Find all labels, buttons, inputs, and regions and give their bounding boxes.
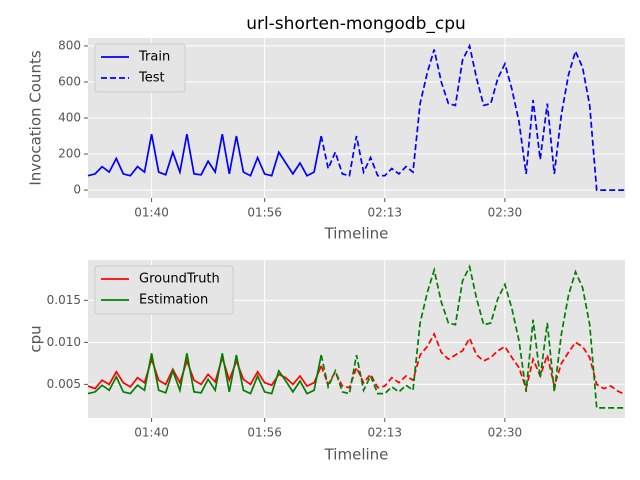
legend-box [94, 265, 234, 315]
series-line [320, 264, 625, 409]
legend-label: Train [138, 50, 170, 65]
x-tick-label: 02:13 [367, 206, 402, 220]
x-tick-label: 02:30 [488, 206, 523, 220]
x-axis-label: Timeline [324, 446, 389, 464]
series-line [320, 43, 625, 191]
y-tick-label: 800 [58, 38, 81, 52]
legend-label: Test [138, 71, 165, 86]
x-tick-label: 01:56 [247, 206, 282, 220]
x-tick-label: 01:56 [247, 426, 282, 440]
x-tick-label: 02:13 [367, 426, 402, 440]
y-axis-label: Invocation Counts [27, 50, 45, 185]
y-tick-label: 0.005 [47, 377, 81, 391]
series-line [320, 331, 626, 396]
legend-label: Estimation [139, 293, 208, 308]
x-axis-label: Timeline [324, 225, 389, 243]
y-tick-label: 0.010 [47, 335, 81, 349]
y-tick-label: 600 [58, 74, 81, 88]
y-tick-label: 200 [58, 147, 81, 161]
chart-title: url-shorten-mongodb_cpu [246, 14, 466, 34]
series-line [87, 134, 323, 177]
series-line [87, 353, 323, 395]
y-tick-label: 0 [73, 183, 81, 197]
y-axis-label: cpu [27, 325, 45, 352]
x-tick-label: 01:40 [134, 206, 169, 220]
legend-box [94, 43, 186, 93]
y-tick-label: 400 [58, 111, 81, 125]
legend-label: GroundTruth [139, 272, 220, 287]
y-tick-label: 0.015 [47, 293, 81, 307]
x-tick-label: 01:40 [134, 426, 169, 440]
x-tick-label: 02:30 [488, 426, 523, 440]
